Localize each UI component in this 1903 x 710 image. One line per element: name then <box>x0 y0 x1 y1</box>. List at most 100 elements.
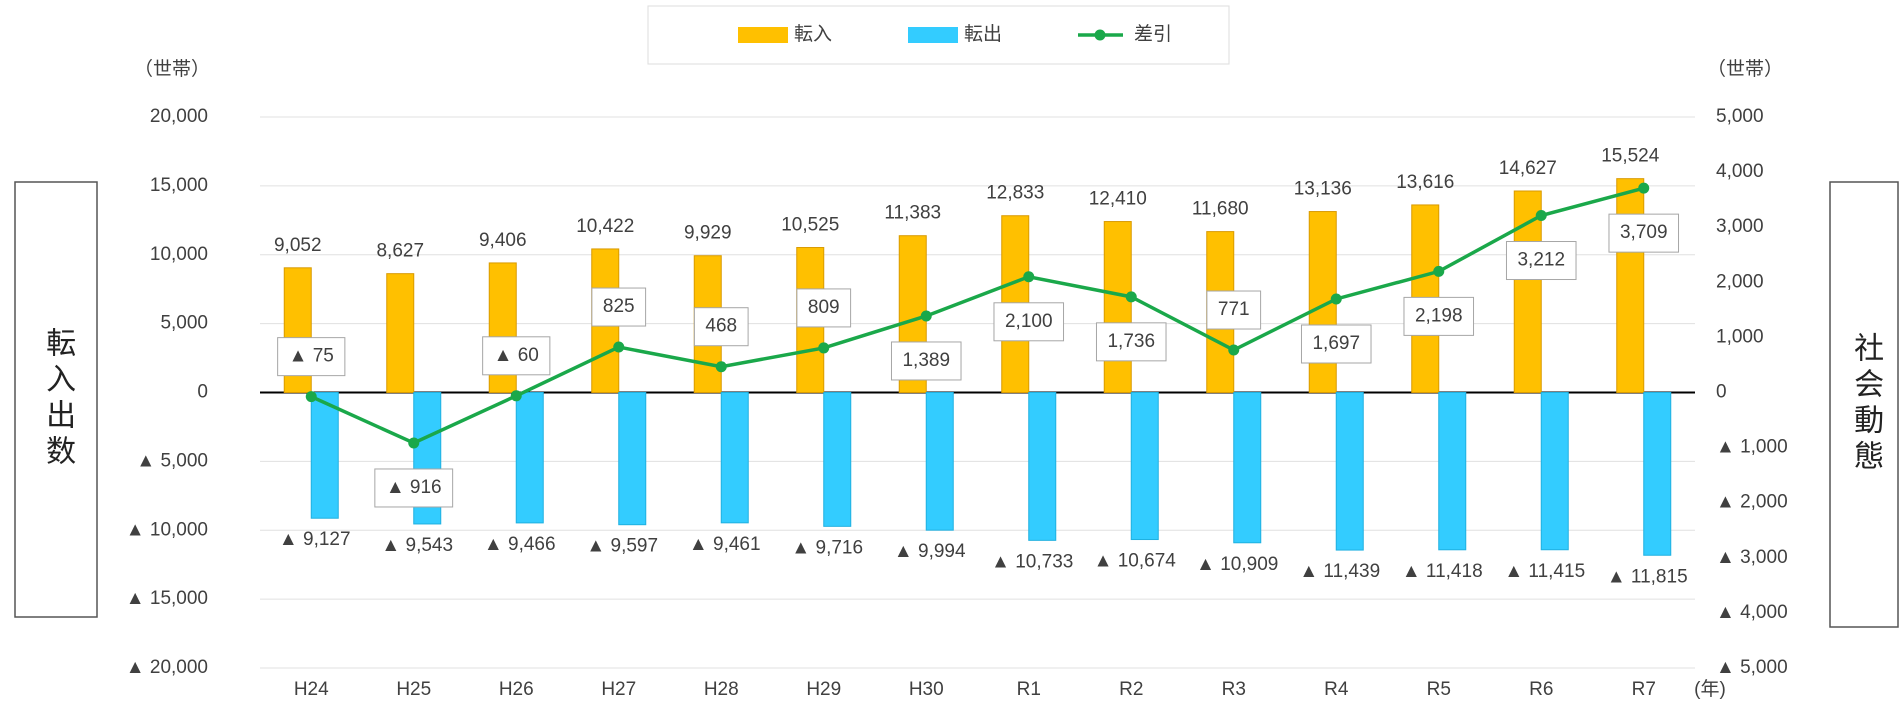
bar <box>925 392 954 531</box>
y2-tick-label: ▲ 3,000 <box>1716 547 1788 568</box>
x-tick-label: H30 <box>909 679 944 700</box>
data-label-box <box>890 341 962 381</box>
line-value-label: 2,198 <box>1415 305 1463 326</box>
bar-value-label: ▲ 10,674 <box>1094 551 1177 572</box>
line-point <box>305 391 317 403</box>
data-label-box <box>1206 290 1262 330</box>
bar-value-label: 11,680 <box>1192 199 1249 220</box>
line-point <box>1023 271 1035 283</box>
bar-value-label: ▲ 9,461 <box>689 534 761 555</box>
bar-value-label: ▲ 9,543 <box>381 535 453 556</box>
line-point <box>1433 265 1445 277</box>
line-point <box>408 437 420 449</box>
y-tick-label: 10,000 <box>150 244 208 265</box>
bar <box>515 392 544 524</box>
x-tick-label: R6 <box>1529 679 1553 700</box>
bar-value-label: ▲ 10,909 <box>1196 554 1278 575</box>
x-tick-label: H26 <box>499 679 534 700</box>
bar-value-label: 13,136 <box>1294 179 1352 200</box>
line <box>310 186 1645 445</box>
line-point <box>1125 291 1137 303</box>
bar-value-label: 8,627 <box>376 241 424 262</box>
bar-value-label: ▲ 11,439 <box>1299 561 1380 582</box>
bar-value-label: 9,052 <box>274 235 322 256</box>
data-label-box <box>693 307 749 347</box>
y-tick-label: ▲ 20,000 <box>126 657 208 678</box>
data-label-box <box>591 287 647 327</box>
data-label-box <box>374 468 454 508</box>
x-tick-label: R4 <box>1324 679 1349 700</box>
legend-swatch <box>908 27 958 43</box>
x-tick-label: R1 <box>1017 679 1041 700</box>
x-tick-label: H24 <box>294 679 329 700</box>
data-label-box <box>1505 241 1577 281</box>
x-tick-label: H29 <box>806 679 841 700</box>
bar-value-label: ▲ 11,815 <box>1607 566 1688 587</box>
x-tick-label: H28 <box>704 679 739 700</box>
y-tick-label: 15,000 <box>150 175 208 196</box>
bar <box>1438 392 1467 551</box>
bar-value-label: 12,410 <box>1089 189 1147 210</box>
legend-label: 差引 <box>1134 23 1172 45</box>
x-tick-label: R5 <box>1427 679 1451 700</box>
line-point <box>1638 182 1650 194</box>
legend-swatch <box>1094 29 1106 41</box>
y-tick-label: 5,000 <box>160 313 208 334</box>
x-tick-label: H27 <box>601 679 636 700</box>
line-point <box>715 361 727 373</box>
bar <box>1130 392 1159 541</box>
line-value-label: ▲ 75 <box>289 346 334 367</box>
y2-tick-label: ▲ 2,000 <box>1716 492 1788 513</box>
bar-value-label: ▲ 9,466 <box>484 534 556 555</box>
y2-axis-box <box>1829 181 1899 628</box>
legend-swatch <box>738 27 788 43</box>
line-value-label: ▲ 916 <box>386 477 442 498</box>
y-tick-label: 20,000 <box>150 106 208 127</box>
bar <box>1616 178 1645 393</box>
x-tick-label: R3 <box>1222 679 1246 700</box>
line-value-label: 468 <box>705 316 737 337</box>
line-point <box>1228 344 1240 356</box>
bar-value-label: ▲ 11,418 <box>1402 561 1483 582</box>
line-value-label: 1,736 <box>1107 331 1155 352</box>
y-axis-title: 転入出数 <box>41 327 75 471</box>
bar-value-label: 14,627 <box>1499 158 1557 179</box>
line-point <box>818 342 830 354</box>
bar-value-label: 13,616 <box>1396 172 1454 193</box>
line-value-label: 3,212 <box>1517 250 1565 271</box>
bar-value-label: 10,525 <box>781 215 839 236</box>
y2-tick-label: ▲ 1,000 <box>1716 437 1788 458</box>
bar-value-label: 10,422 <box>576 216 634 237</box>
x-axis-unit: (年) <box>1694 678 1726 700</box>
y2-tick-label: ▲ 4,000 <box>1716 602 1788 623</box>
y2-tick-label: 4,000 <box>1716 161 1764 182</box>
line-point <box>1330 293 1342 305</box>
y2-tick-label: ▲ 5,000 <box>1716 657 1788 678</box>
y2-tick-label: 1,000 <box>1716 326 1764 347</box>
bar-value-label: 11,383 <box>884 203 941 224</box>
bar <box>823 392 852 527</box>
bar <box>1103 221 1132 393</box>
bar-value-label: 12,833 <box>986 183 1044 204</box>
legend-label: 転出 <box>964 23 1002 45</box>
bar-value-label: 15,524 <box>1601 146 1660 167</box>
x-tick-label: H25 <box>396 679 431 700</box>
y-tick-label: ▲ 15,000 <box>126 588 208 609</box>
line-value-label: 1,389 <box>902 350 950 371</box>
data-label-box <box>277 337 346 377</box>
bar-value-label: 9,929 <box>684 223 732 244</box>
y2-tick-label: 2,000 <box>1716 271 1764 292</box>
line-value-label: 825 <box>603 296 635 317</box>
line-point <box>613 341 625 353</box>
data-label-box <box>993 302 1065 342</box>
data-label-box <box>482 336 551 376</box>
bar <box>618 392 647 526</box>
line-value-label: 809 <box>808 297 840 318</box>
bar-value-label: ▲ 9,994 <box>894 541 966 562</box>
y-axis-unit: （世帯） <box>134 58 210 80</box>
y2-tick-label: 5,000 <box>1716 106 1764 127</box>
line-value-label: 1,697 <box>1312 333 1360 354</box>
line-point <box>920 310 932 322</box>
y2-tick-label: 3,000 <box>1716 216 1764 237</box>
data-label-box <box>1608 213 1680 253</box>
